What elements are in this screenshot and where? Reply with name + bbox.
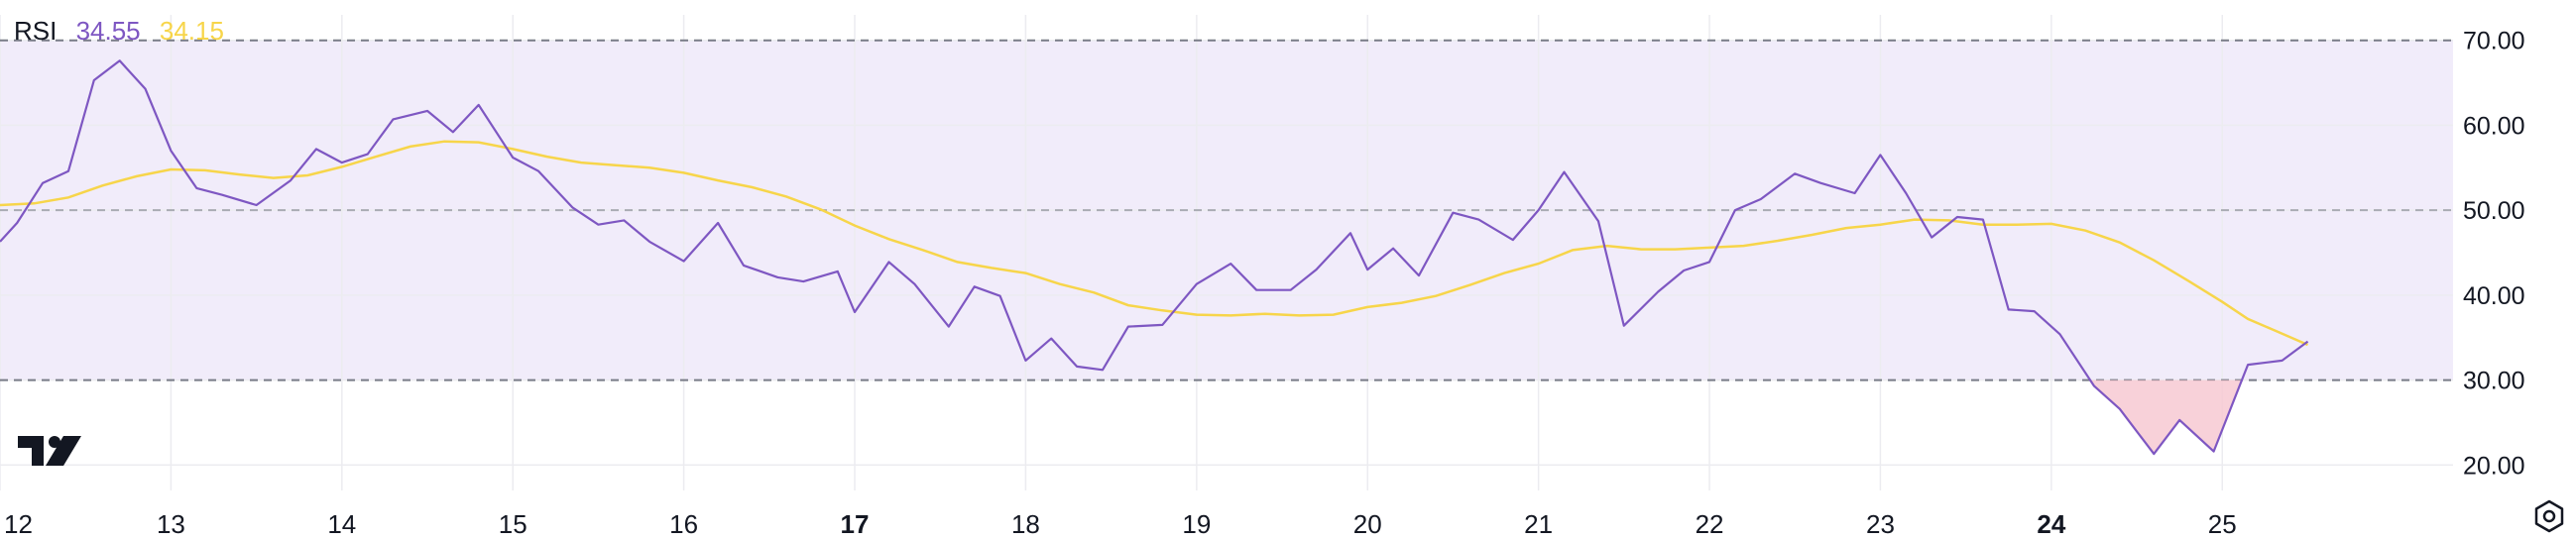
x-tick-label: 19 — [1182, 509, 1211, 539]
x-tick-label: 16 — [669, 509, 698, 539]
indicator-legend: RSI 34.55 34.15 — [14, 14, 236, 48]
tradingview-logo-icon[interactable] — [18, 436, 81, 473]
y-tick-label: 30.00 — [2463, 368, 2525, 395]
y-tick-label: 60.00 — [2463, 112, 2525, 140]
y-tick-label: 70.00 — [2463, 28, 2525, 55]
ma-value: 34.15 — [159, 16, 224, 46]
x-tick-label: 14 — [327, 509, 356, 539]
x-tick-label: 23 — [1866, 509, 1895, 539]
settings-gear-icon[interactable] — [2531, 498, 2567, 534]
level-lines — [0, 39, 2453, 381]
x-axis-labels: 12 13 14 15 16 17 18 19 20 21 22 23 24 25 — [4, 509, 2237, 539]
ma-series-line — [0, 140, 2308, 347]
rsi-series-line — [0, 59, 2309, 456]
y-tick-label: 40.00 — [2463, 282, 2525, 310]
x-tick-label: 18 — [1011, 509, 1040, 539]
x-tick-label: 13 — [157, 509, 185, 539]
indicator-name: RSI — [14, 16, 58, 46]
oversold-fill — [2090, 379, 2242, 455]
x-tick-label: 15 — [499, 509, 527, 539]
x-tick-label: 12 — [4, 509, 33, 539]
x-tick-label: 25 — [2208, 509, 2237, 539]
y-tick-label: 50.00 — [2463, 197, 2525, 225]
x-tick-label: 22 — [1696, 509, 1724, 539]
y-tick-label: 20.00 — [2463, 452, 2525, 480]
y-axis-labels: 70.00 60.00 50.00 40.00 30.00 20.00 — [2463, 28, 2525, 481]
x-tick-label: 21 — [1524, 509, 1553, 539]
x-tick-label: 24 — [2037, 509, 2065, 539]
x-tick-label: 17 — [841, 509, 870, 539]
rsi-value: 34.55 — [75, 16, 141, 46]
x-tick-label: 20 — [1353, 509, 1382, 539]
